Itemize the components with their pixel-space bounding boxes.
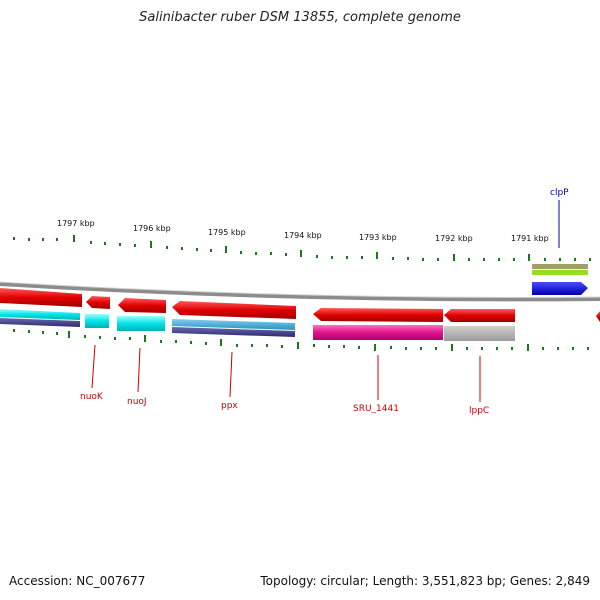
gene-leader-nuoJ [137, 347, 141, 393]
feature-olive[interactable] [532, 264, 588, 269]
cds-navy-ppx[interactable] [172, 327, 295, 337]
gene-label-ppx[interactable]: ppx [221, 401, 238, 411]
ruler-upper-ticks [13, 235, 591, 261]
genome-title: Salinibacter ruber DSM 13855, complete g… [139, 10, 461, 25]
gene-label-clpP[interactable]: clpP [550, 188, 569, 198]
ruler-label: 1794 kbp [284, 231, 322, 240]
cds-magenta-SRU_1441[interactable] [313, 325, 443, 340]
gene-leader-nuoK [91, 344, 96, 389]
cds-cyan-nuoK[interactable] [85, 314, 109, 328]
ruler-label: 1792 kbp [435, 234, 473, 243]
cds-cyan-nuoJ[interactable] [117, 316, 165, 331]
ruler-label: 1791 kbp [511, 234, 549, 243]
genome-backbone-highlight [0, 281, 600, 298]
genome-backbone [0, 282, 600, 302]
cds-gray-lppC[interactable] [444, 326, 515, 341]
gene-arrow-right-partial[interactable] [596, 311, 600, 322]
cds-cyan-left[interactable] [0, 309, 80, 320]
accession-label: Accession: NC_007677 [9, 574, 146, 588]
ruler-label: 1795 kbp [208, 228, 246, 237]
gene-nuoJ-arrow[interactable] [118, 298, 166, 313]
gene-lppC-arrow[interactable] [444, 309, 515, 322]
cds-blue-ppx[interactable] [172, 319, 295, 330]
feature-lime[interactable] [532, 270, 588, 275]
gene-label-lppC[interactable]: lppC [469, 406, 489, 416]
gene-leader-ppx [229, 351, 233, 398]
gene-SRU_1441-arrow[interactable] [313, 308, 443, 322]
ruler-label: 1796 kbp [133, 224, 171, 233]
gene-clpP-arrow[interactable] [532, 282, 588, 295]
gene-label-nuoJ[interactable]: nuoJ [127, 397, 147, 407]
ruler-lower-ticks [13, 329, 589, 351]
ruler-label: 1797 kbp [57, 219, 95, 228]
ruler-label: 1793 kbp [359, 233, 397, 242]
gene-label-nuoK[interactable]: nuoK [80, 392, 104, 402]
gene-nuoK-arrow[interactable] [86, 296, 110, 309]
cds-navy-left[interactable] [0, 318, 80, 327]
gene-ppx-arrow[interactable] [172, 301, 296, 319]
gene-label-SRU_1441[interactable]: SRU_1441 [353, 404, 399, 414]
gene-arrow-left-partial[interactable] [0, 288, 82, 307]
genome-summary: Topology: circular; Length: 3,551,823 bp… [260, 574, 590, 588]
